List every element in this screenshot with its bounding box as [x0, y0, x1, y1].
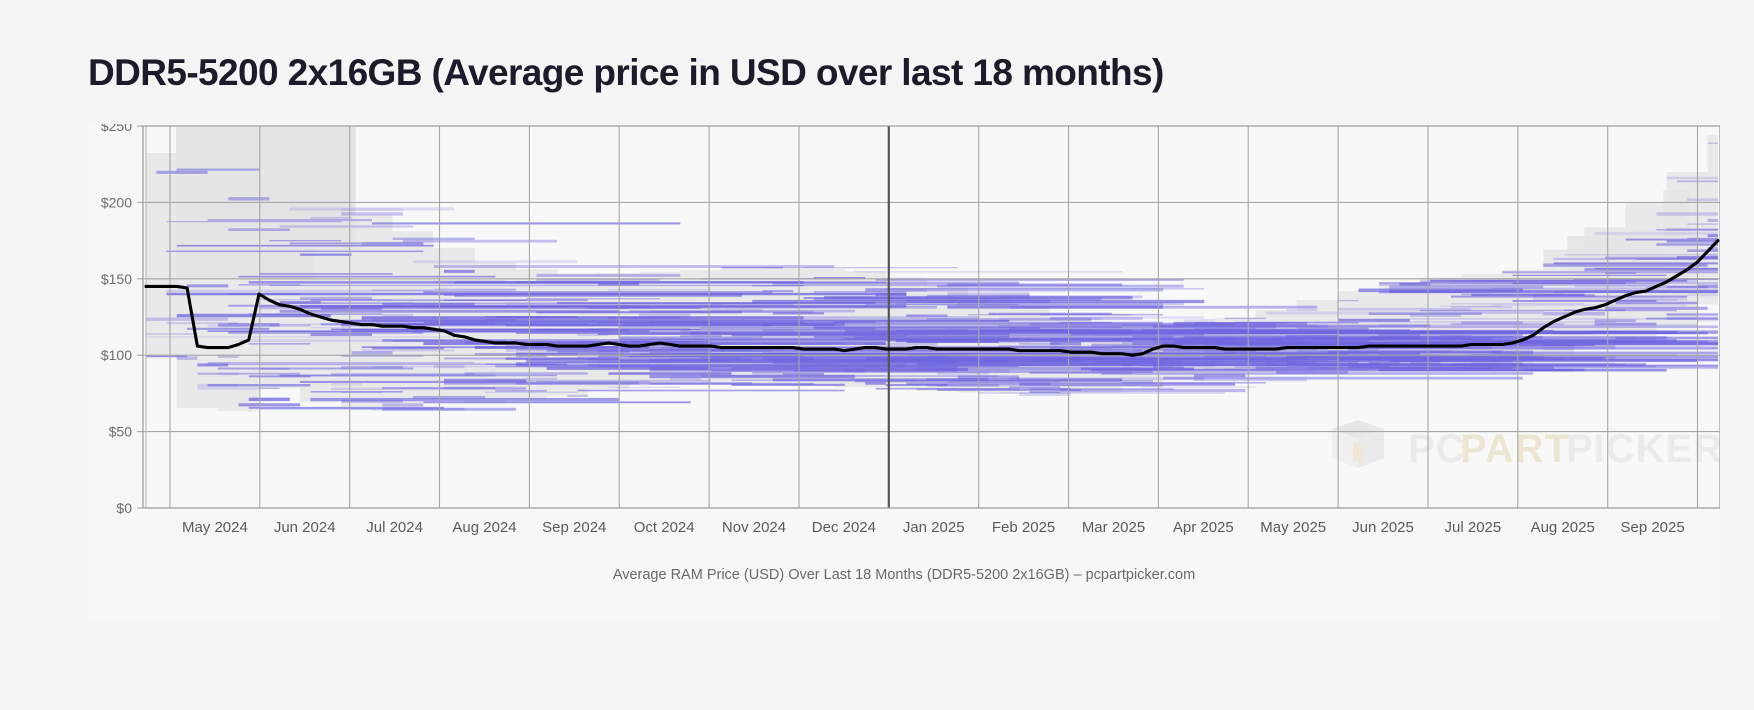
- x-axis-tick-label: Jul 2025: [1445, 519, 1502, 536]
- x-axis-tick-label: Sep 2024: [542, 519, 606, 536]
- watermark-part: PART: [1460, 427, 1570, 471]
- chart-caption: Average RAM Price (USD) Over Last 18 Mon…: [613, 567, 1195, 583]
- average-price-line: [144, 239, 1720, 357]
- x-axis-tick-label: Oct 2024: [634, 519, 695, 536]
- y-axis-labels: $250 $200 $150 $100 $50 $0: [101, 124, 132, 516]
- x-axis-tick-label: Sep 2025: [1620, 519, 1684, 536]
- y-axis-tick-label: $250: [101, 124, 132, 134]
- y-axis-tick-label: $150: [101, 271, 132, 287]
- pcpartpicker-watermark: PC PART PICKER: [1332, 420, 1720, 471]
- x-axis-tick-label: Jul 2024: [366, 519, 423, 536]
- x-axis-tick-label: May 2024: [182, 519, 248, 536]
- x-axis-tick-label: May 2025: [1260, 519, 1326, 536]
- y-axis-tick-label: $50: [109, 424, 133, 440]
- x-axis-tick-label: Aug 2024: [452, 519, 516, 536]
- x-axis-tick-label: Jan 2025: [903, 519, 965, 536]
- individual-listing-lines: [146, 142, 1718, 411]
- page-title: DDR5-5200 2x16GB (Average price in USD o…: [88, 52, 1164, 93]
- x-axis-tick-label: Apr 2025: [1173, 519, 1234, 536]
- x-axis-tick-label: Dec 2024: [812, 519, 876, 536]
- y-axis-tick-label: $0: [116, 500, 132, 516]
- y-axis-tick-label: $200: [101, 194, 132, 210]
- x-axis-tick-label: Jun 2024: [274, 519, 336, 536]
- x-axis-tick-label: Jun 2025: [1352, 519, 1414, 536]
- x-axis-tick-label: Mar 2025: [1082, 519, 1145, 536]
- x-axis-tick-label: Nov 2024: [722, 519, 786, 536]
- x-axis-tick-label: Aug 2025: [1531, 519, 1595, 536]
- price-history-chart: PC PART PICKER $250 $200 $150 $100 $50 $0 May…: [88, 124, 1720, 621]
- watermark-picker: PICKER: [1566, 427, 1720, 471]
- y-axis-tick-label: $100: [101, 347, 132, 363]
- watermark-pc: PC: [1408, 427, 1466, 471]
- plot-axis-frame: [142, 125, 1720, 509]
- chart-plot-card: PC PART PICKER $250 $200 $150 $100 $50 $0 May…: [88, 124, 1720, 621]
- x-axis-labels: May 2024 Jun 2024 Jul 2024 Aug 2024 Sep 2024…: [182, 519, 1685, 536]
- x-axis-tick-label: Feb 2025: [992, 519, 1055, 536]
